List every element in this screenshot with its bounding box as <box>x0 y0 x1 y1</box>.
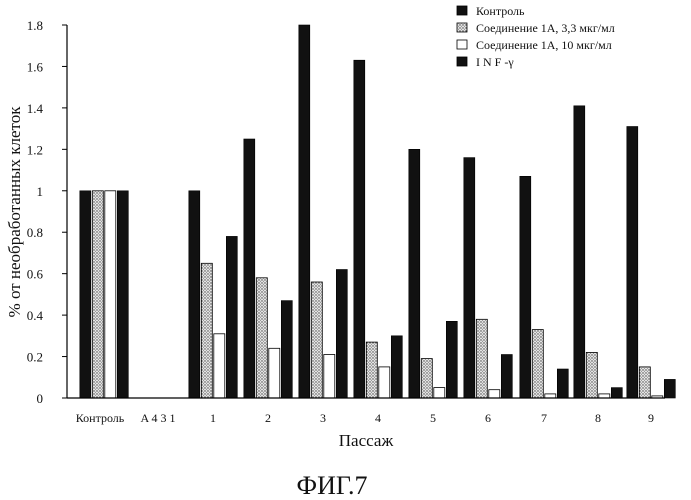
y-tick-label: 0.8 <box>27 225 43 240</box>
x-category-label: 1 <box>210 411 216 425</box>
x-category-label: 8 <box>595 411 601 425</box>
legend: Контроль Соединение 1А, 3,3 мкг/мл Соедине… <box>457 4 615 69</box>
bar <box>446 321 457 398</box>
bar <box>92 191 103 398</box>
bar <box>532 330 543 398</box>
bar <box>639 367 650 398</box>
legend-swatch <box>457 6 467 15</box>
y-ticks: 0 0.2 0.4 0.6 0.8 1 1.2 1.4 1.6 1.8 <box>27 18 67 406</box>
bar <box>336 270 347 399</box>
bar <box>391 336 402 398</box>
legend-label: I N F -γ <box>476 55 514 69</box>
bar <box>117 191 128 398</box>
legend-label: Соединение 1А, 3,3 мкг/мл <box>476 21 615 35</box>
bar <box>520 176 531 398</box>
y-tick-label: 0.6 <box>27 267 44 282</box>
bar <box>281 301 292 398</box>
bar <box>557 369 568 398</box>
x-category-label: 5 <box>430 411 436 425</box>
legend-label: Соединение 1А, 10 мкг/мл <box>476 38 612 52</box>
bar <box>501 355 512 399</box>
x-category-label: 2 <box>265 411 271 425</box>
legend-swatch <box>457 57 467 66</box>
bar <box>599 394 610 398</box>
y-tick-label: 1.2 <box>27 142 43 157</box>
bar <box>80 191 91 398</box>
legend-label: Контроль <box>476 4 525 18</box>
legend-swatch <box>457 40 467 49</box>
bar <box>366 342 377 398</box>
bar <box>464 158 475 398</box>
bar <box>214 334 225 398</box>
bar <box>434 388 445 398</box>
x-category-labels: Контроль A 4 3 1 1 2 3 4 5 6 7 8 9 <box>76 411 654 425</box>
y-tick-label: 1.8 <box>27 18 43 33</box>
bar <box>574 106 585 398</box>
legend-swatch <box>457 23 467 32</box>
y-tick-label: 1.4 <box>27 101 44 116</box>
bar <box>489 390 500 398</box>
bar <box>476 319 487 398</box>
bar <box>379 367 390 398</box>
bar <box>354 60 365 398</box>
bar <box>189 191 200 398</box>
bar <box>627 127 638 399</box>
x-category-label: 9 <box>648 411 654 425</box>
bar <box>105 191 116 398</box>
y-tick-label: 0 <box>37 391 44 406</box>
bar <box>409 149 420 398</box>
bar <box>586 352 597 398</box>
bar <box>324 355 335 399</box>
y-axis-title: % от необработанных клеток <box>5 106 24 318</box>
bar <box>299 25 310 398</box>
x-category-label: Контроль <box>76 411 125 425</box>
bar <box>201 263 212 398</box>
bar <box>256 278 267 398</box>
bar <box>311 282 322 398</box>
x-category-label: A 4 3 1 <box>140 411 175 425</box>
figure-caption: ФИГ.7 <box>297 471 368 500</box>
bar <box>545 394 556 398</box>
bar <box>421 359 432 398</box>
y-tick-label: 1 <box>37 184 44 199</box>
y-tick-label: 1.6 <box>27 59 44 74</box>
bar <box>664 379 675 398</box>
x-category-label: 4 <box>375 411 381 425</box>
bar <box>226 236 237 398</box>
x-axis-title: Пассаж <box>339 431 394 450</box>
bar <box>269 348 280 398</box>
x-category-label: 7 <box>541 411 547 425</box>
x-category-label: 6 <box>485 411 491 425</box>
y-tick-label: 0.2 <box>27 350 43 365</box>
x-category-label: 3 <box>320 411 326 425</box>
bar <box>611 388 622 398</box>
bars-layer <box>80 25 676 398</box>
bar <box>244 139 255 398</box>
y-tick-label: 0.4 <box>27 308 44 323</box>
